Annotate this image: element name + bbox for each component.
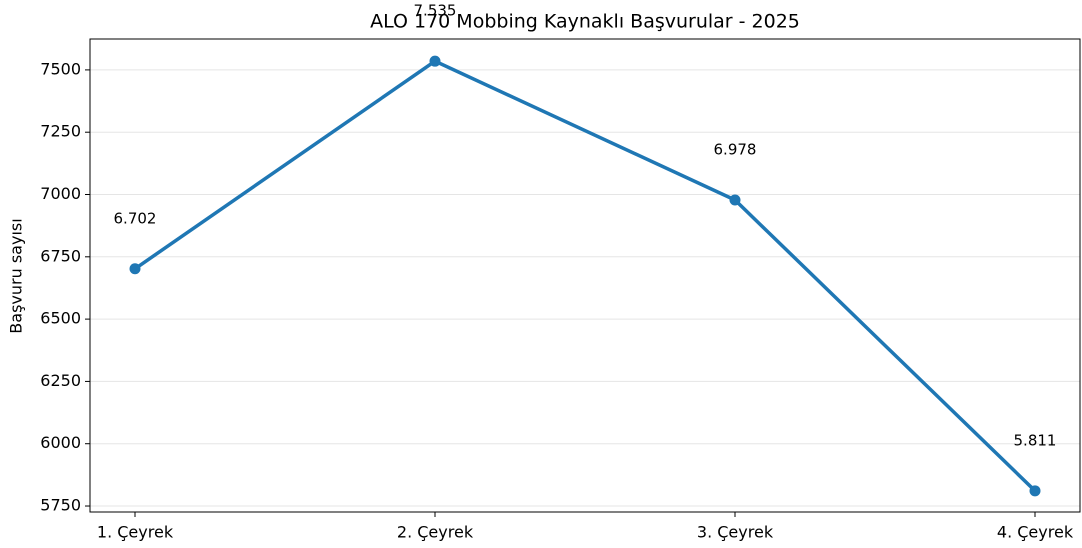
chart-title: ALO 170 Mobbing Kaynaklı Başvurular - 20… [370,11,800,33]
point [1029,485,1041,497]
data-label: 6.702 [114,209,157,227]
y-tick-label: 7250 [40,122,81,141]
point [429,55,441,67]
y-tick-label: 6000 [40,433,81,452]
point [129,263,141,275]
y-tick-label: 6500 [40,309,81,328]
data-label: 5.811 [1014,431,1057,449]
x-tick-label: 4. Çeyrek [997,523,1074,542]
line [134,59,1037,493]
y-axis-label: Başvuru sayısı [7,218,26,333]
y-tick-label: 7500 [40,59,81,78]
x-tick-label: 1. Çeyrek [97,523,174,542]
y-tick-label: 5750 [40,496,81,515]
plot-frame [89,38,1081,513]
x-tick-label: 3. Çeyrek [697,523,774,542]
y-tick-label: 7000 [40,184,81,203]
x-tick-label: 2. Çeyrek [397,523,474,542]
y-tick-label: 6750 [40,246,81,265]
y-tick-label: 6250 [40,371,81,390]
data-label: 6.978 [714,140,757,158]
point [729,194,741,206]
data-label: 7.535 [414,2,457,20]
